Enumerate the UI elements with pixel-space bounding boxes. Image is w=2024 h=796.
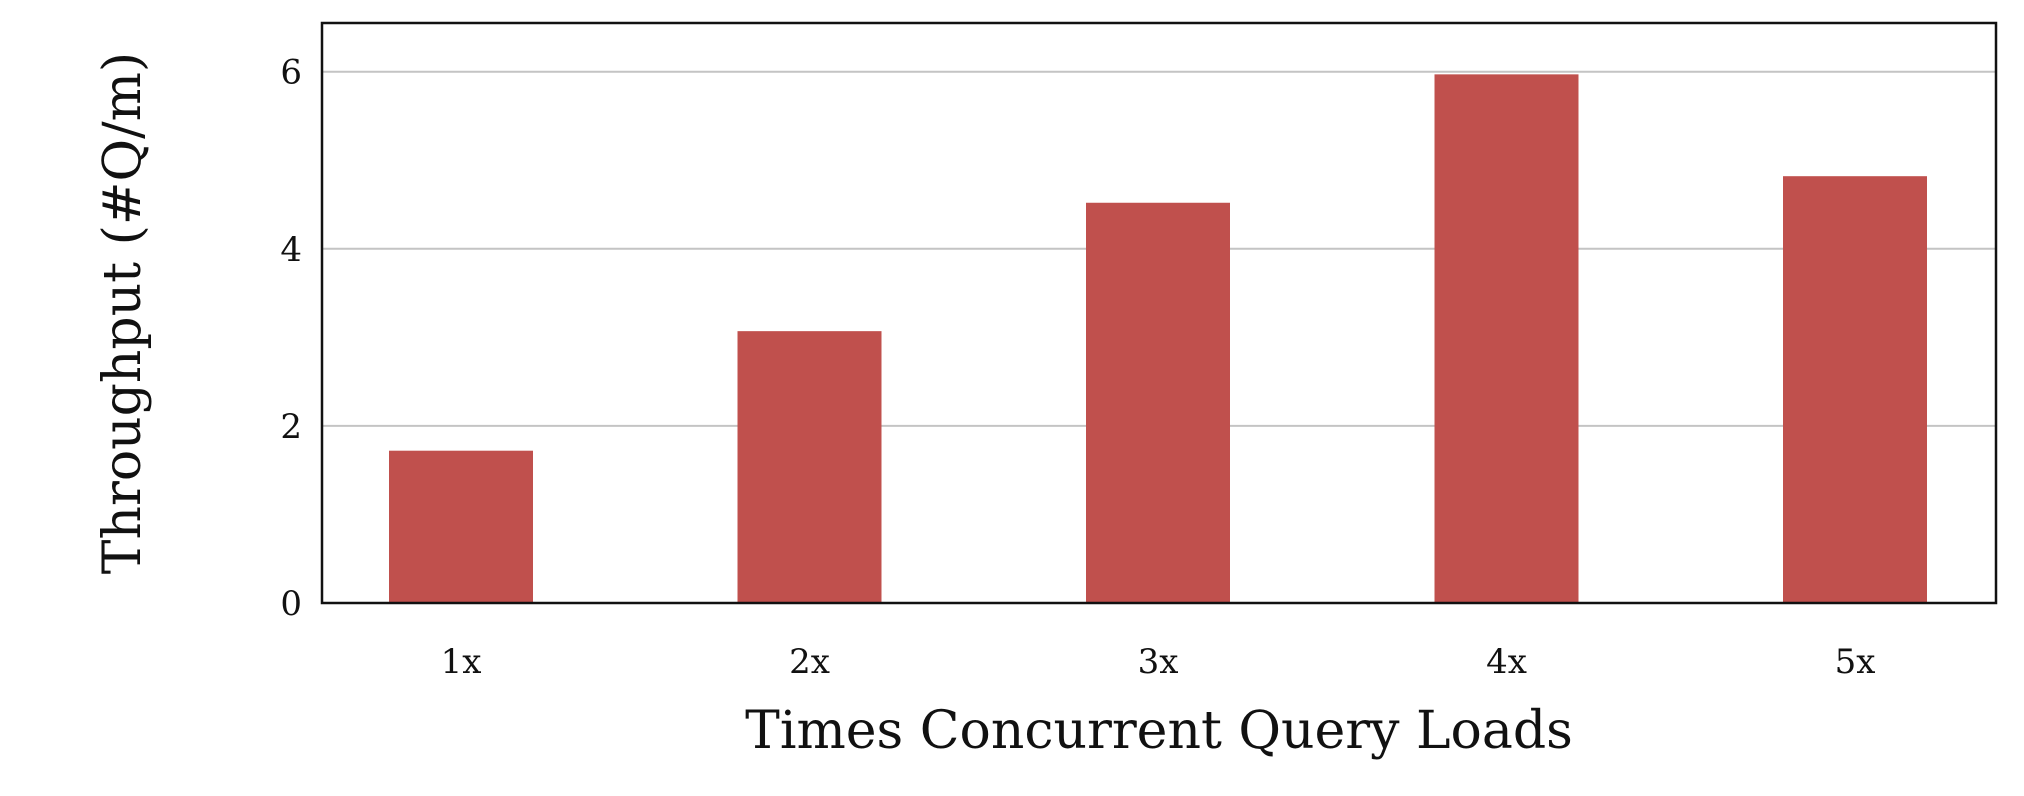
x-tick-label: 3x [1138, 642, 1179, 682]
y-tick-label: 4 [280, 230, 302, 270]
x-axis-title: Times Concurrent Query Loads [745, 701, 1573, 761]
x-tick-label: 2x [789, 642, 830, 682]
y-tick-label: 2 [280, 407, 302, 447]
y-tick-label: 6 [280, 53, 302, 93]
plot-frame [320, 21, 1998, 605]
y-axis-title: Throughput (#Q/m) [93, 52, 153, 574]
x-tick-label: 5x [1835, 642, 1876, 682]
bar-1x [389, 450, 533, 603]
bar-2x [737, 331, 882, 603]
bars [389, 74, 1927, 604]
x-tick-label: 4x [1486, 642, 1527, 682]
y-tick-labels: 0 2 4 6 [280, 53, 302, 624]
bar-4x [1434, 74, 1579, 604]
x-tick-labels: 1x 2x 3x 4x 5x [441, 642, 1876, 682]
x-tick-label: 1x [441, 642, 482, 682]
bar-5x [1783, 176, 1927, 603]
y-tick-label: 0 [280, 584, 302, 624]
bar-3x [1086, 202, 1230, 603]
